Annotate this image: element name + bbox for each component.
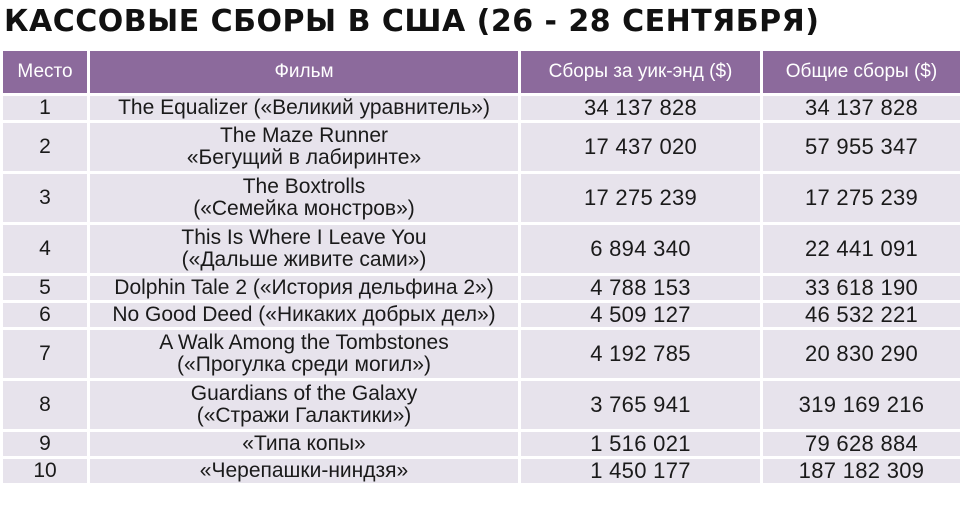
cell-film: The Boxtrolls («Семейка монстров») [90, 174, 518, 222]
header-place: Место [3, 51, 87, 93]
film-title-line: This Is Where I Leave You [181, 226, 427, 249]
header-film: Фильм [90, 51, 518, 93]
cell-total-gross: 319 169 216 [763, 381, 960, 429]
cell-place: 1 [3, 96, 87, 120]
table-row: 2 The Maze Runner «Бегущий в лабиринте» 17 … [3, 123, 960, 171]
film-title-line: The Maze Runner [219, 124, 389, 147]
film-title-line: Guardians of the Galaxy [190, 382, 418, 405]
film-title-line: («Семейка монстров») [193, 197, 415, 220]
cell-film: «Типа копы» [90, 432, 518, 456]
film-title-line: («Стражи Галактики») [196, 404, 412, 427]
cell-total-gross: 33 618 190 [763, 276, 960, 300]
cell-weekend-gross: 4 788 153 [521, 276, 760, 300]
header-row: Место Фильм Сборы за уик-энд ($) Общие с… [3, 51, 960, 93]
film-title-line: («Дальше живите сами») [181, 248, 427, 271]
cell-film: This Is Where I Leave You («Дальше живите… [90, 225, 518, 273]
cell-weekend-gross: 34 137 828 [521, 96, 760, 120]
table-row: 9 «Типа копы» 1 516 021 79 628 884 [3, 432, 960, 456]
table-row: 5 Dolphin Tale 2 («История дельфина 2») 4 … [3, 276, 960, 300]
film-title-line: «Типа копы» [242, 432, 366, 455]
cell-weekend-gross: 3 765 941 [521, 381, 760, 429]
cell-weekend-gross: 4 509 127 [521, 303, 760, 327]
cell-place: 8 [3, 381, 87, 429]
cell-film: The Maze Runner «Бегущий в лабиринте» [90, 123, 518, 171]
header-weekend-gross: Сборы за уик-энд ($) [521, 51, 760, 93]
cell-place: 3 [3, 174, 87, 222]
cell-place: 10 [3, 459, 87, 483]
cell-film: Guardians of the Galaxy («Стражи Галактик… [90, 381, 518, 429]
cell-film: No Good Deed («Никаких добрых дел») [90, 303, 518, 327]
table-row: 6 No Good Deed («Никаких добрых дел») 4 50… [3, 303, 960, 327]
film-title-line: No Good Deed («Никаких добрых дел») [112, 303, 496, 326]
cell-place: 7 [3, 330, 87, 378]
cell-weekend-gross: 6 894 340 [521, 225, 760, 273]
cell-film: «Черепашки-ниндзя» [90, 459, 518, 483]
cell-weekend-gross: 17 437 020 [521, 123, 760, 171]
cell-total-gross: 79 628 884 [763, 432, 960, 456]
cell-weekend-gross: 1 450 177 [521, 459, 760, 483]
cell-place: 5 [3, 276, 87, 300]
cell-place: 9 [3, 432, 87, 456]
table-row: 1 The Equalizer («Великий уравнитель») 34 … [3, 96, 960, 120]
film-title-line: The Equalizer («Великий уравнитель») [118, 96, 490, 119]
cell-total-gross: 46 532 221 [763, 303, 960, 327]
table-row: 8 Guardians of the Galaxy («Стражи Галакти… [3, 381, 960, 429]
table-row: 4 This Is Where I Leave You («Дальше живит… [3, 225, 960, 273]
cell-total-gross: 187 182 309 [763, 459, 960, 483]
cell-place: 4 [3, 225, 87, 273]
film-title-line: («Прогулка среди могил») [177, 353, 431, 376]
table-row: 10 «Черепашки-ниндзя» 1 450 177 187 182 309 [3, 459, 960, 483]
cell-place: 6 [3, 303, 87, 327]
box-office-table: Место Фильм Сборы за уик-энд ($) Общие с… [0, 48, 960, 486]
cell-place: 2 [3, 123, 87, 171]
cell-total-gross: 22 441 091 [763, 225, 960, 273]
film-title-line: A Walk Among the Tombstones [159, 331, 449, 354]
cell-total-gross: 57 955 347 [763, 123, 960, 171]
cell-weekend-gross: 17 275 239 [521, 174, 760, 222]
cell-weekend-gross: 1 516 021 [521, 432, 760, 456]
cell-total-gross: 17 275 239 [763, 174, 960, 222]
header-total-gross: Общие сборы ($) [763, 51, 960, 93]
cell-film: The Equalizer («Великий уравнитель») [90, 96, 518, 120]
cell-film: A Walk Among the Tombstones («Прогулка ср… [90, 330, 518, 378]
film-title-line: «Черепашки-ниндзя» [199, 459, 409, 482]
cell-total-gross: 34 137 828 [763, 96, 960, 120]
film-title-line: «Бегущий в лабиринте» [186, 146, 422, 169]
cell-weekend-gross: 4 192 785 [521, 330, 760, 378]
table-row: 3 The Boxtrolls («Семейка монстров») 17 275… [3, 174, 960, 222]
film-title-line: Dolphin Tale 2 («История дельфина 2») [114, 276, 494, 299]
film-title-line: The Boxtrolls [242, 175, 366, 198]
cell-total-gross: 20 830 290 [763, 330, 960, 378]
table-body: 1 The Equalizer («Великий уравнитель») 34 … [3, 96, 960, 483]
cell-film: Dolphin Tale 2 («История дельфина 2») [90, 276, 518, 300]
page-title: КАССОВЫЕ СБОРЫ В США (26 - 28 СЕНТЯБРЯ) [4, 4, 820, 39]
